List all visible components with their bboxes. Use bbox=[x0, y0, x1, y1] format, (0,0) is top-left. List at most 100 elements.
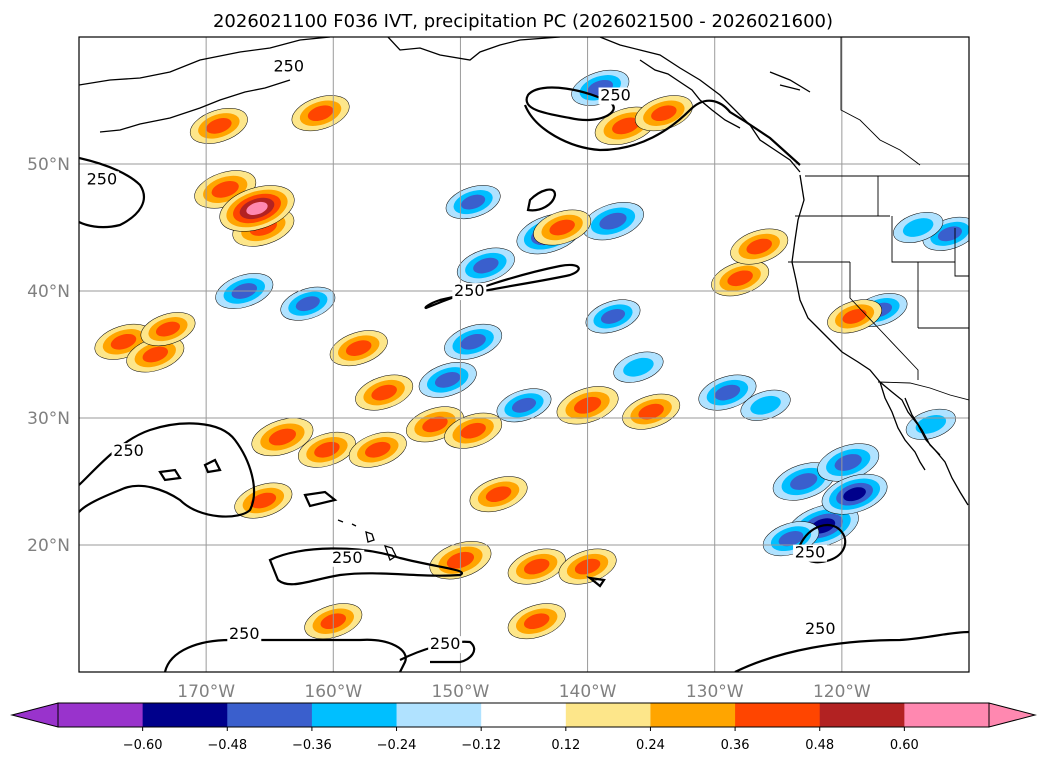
colorbar-tick-label: 0.60 bbox=[890, 738, 919, 753]
latitude-label: 40°N bbox=[27, 282, 70, 302]
ivt-contour bbox=[158, 458, 338, 508]
precip-level-pos-0.36 bbox=[523, 558, 550, 575]
precip-blob bbox=[698, 374, 757, 411]
colorbar-segment bbox=[819, 703, 905, 727]
precip-level-neg-0.36 bbox=[461, 194, 486, 210]
precip-level-pos-0.36 bbox=[727, 270, 753, 287]
coastlines bbox=[79, 37, 969, 562]
contour-label-bg bbox=[452, 283, 487, 301]
precip-level-neg-0.36 bbox=[599, 212, 627, 230]
ivt-contour-label: 250 bbox=[430, 634, 461, 653]
precip-level-neg-0.36 bbox=[714, 384, 741, 401]
colorbar-tick-label: −0.36 bbox=[292, 738, 332, 753]
ivt-contour bbox=[526, 188, 557, 212]
ivt-250-contours bbox=[79, 86, 969, 672]
precip-blob bbox=[533, 209, 592, 246]
precip-level-neg-0.24 bbox=[915, 414, 947, 434]
ivt-contour-label: 250 bbox=[454, 281, 485, 300]
colorbar-tick-label: −0.12 bbox=[461, 738, 501, 753]
precip-level-pos-0.36 bbox=[612, 117, 640, 135]
colorbar-tick-label: 0.24 bbox=[636, 738, 665, 753]
latitude-label: 30°N bbox=[27, 409, 70, 429]
precip-blob bbox=[585, 299, 641, 334]
precip-blob bbox=[613, 351, 664, 383]
precip-blob bbox=[140, 312, 196, 347]
precip-blob bbox=[893, 212, 944, 243]
ivt-contour-label: 250 bbox=[274, 56, 305, 75]
precip-blob bbox=[251, 417, 314, 457]
precip-level-neg-0.24 bbox=[623, 357, 654, 377]
colorbar-segment bbox=[142, 703, 228, 727]
alaska-canada-border bbox=[840, 37, 921, 166]
ivt-contour bbox=[523, 86, 801, 166]
ivt-contour-label: 250 bbox=[229, 624, 260, 643]
precip-level-pos-0.36 bbox=[206, 118, 232, 134]
precip-level-neg-0.36 bbox=[295, 296, 320, 312]
colorbar-segment bbox=[396, 703, 482, 727]
longitude-label: 150°W bbox=[432, 682, 490, 702]
longitude-label: 170°W bbox=[177, 682, 235, 702]
colorbar-extend-low bbox=[10, 702, 59, 728]
precip-level-pos-0.36 bbox=[345, 340, 372, 356]
precip-level-neg-0.36 bbox=[434, 372, 461, 388]
colorbar-segment bbox=[565, 703, 651, 727]
precip-blob bbox=[444, 412, 503, 449]
ivt-contour bbox=[268, 547, 463, 586]
colorbar-tick-label: 0.48 bbox=[805, 738, 834, 753]
precip-level-neg-0.48 bbox=[843, 487, 866, 502]
colorbar: −0.60 −0.48 −0.36 −0.24 −0.12 0.12 0.24 0.36 0.4… bbox=[10, 702, 1037, 753]
contour-label-bg bbox=[111, 443, 146, 461]
precip-blob bbox=[496, 388, 552, 423]
precip-blob bbox=[189, 108, 248, 144]
precip-level-pos-0.36 bbox=[523, 613, 550, 630]
ivt-contour-label: 250 bbox=[332, 548, 363, 567]
colorbar-segment bbox=[650, 703, 736, 727]
precip-level-neg-0.36 bbox=[790, 473, 818, 490]
political-borders bbox=[788, 37, 969, 401]
ivt-contour-label: 250 bbox=[795, 543, 826, 562]
contour-label-bg bbox=[598, 87, 633, 105]
ivt-contour-label: 250 bbox=[113, 441, 144, 460]
map-title: 2026021100 F036 IVT, precipitation PC (2… bbox=[213, 11, 833, 32]
alaska-coast-detail bbox=[639, 59, 811, 129]
colorbar-tick-label: −0.24 bbox=[377, 738, 417, 753]
precip-blob bbox=[469, 476, 528, 513]
precip-blob bbox=[711, 260, 770, 297]
precip-level-neg-0.36 bbox=[473, 257, 499, 274]
contour-label-bg bbox=[271, 58, 306, 76]
precip-level-neg-0.24 bbox=[902, 218, 934, 237]
longitude-tick-labels: 170°W 160°W 150°W 140°W 130°W 120°W bbox=[177, 682, 871, 702]
precip-blob bbox=[445, 185, 501, 220]
precip-level-pos-0.36 bbox=[485, 486, 512, 503]
colorbar-segment bbox=[481, 703, 567, 727]
precip-level-pos-0.36 bbox=[422, 416, 448, 433]
contour-label-bg bbox=[330, 549, 365, 567]
contour-label-bg bbox=[227, 625, 262, 643]
precip-blob bbox=[507, 603, 566, 640]
contour-label-bg bbox=[84, 171, 119, 189]
longitude-label: 120°W bbox=[813, 682, 871, 702]
precip-level-pos-0.36 bbox=[371, 384, 397, 401]
precip-level-pos-0.36 bbox=[365, 441, 391, 458]
precip-level-pos-0.36 bbox=[460, 422, 486, 439]
precip-blob bbox=[444, 323, 503, 360]
precip-blob bbox=[329, 330, 388, 367]
precip-blob bbox=[730, 228, 789, 265]
precip-level-pos-0.36 bbox=[250, 492, 277, 509]
colorbar-frame bbox=[57, 702, 990, 728]
precip-level-pos-0.36 bbox=[842, 308, 867, 324]
precip-level-pos-0.36 bbox=[110, 333, 137, 350]
precip-blob bbox=[582, 202, 644, 241]
colorbar-tick-label: 0.12 bbox=[551, 738, 580, 753]
ivt-contour bbox=[734, 630, 969, 672]
precip-blob bbox=[298, 431, 356, 468]
colorbar-extend-high bbox=[988, 702, 1037, 728]
precip-blob bbox=[905, 408, 956, 440]
precip-blob bbox=[280, 286, 336, 321]
longitude-label: 140°W bbox=[559, 682, 617, 702]
precip-level-neg-0.36 bbox=[460, 333, 486, 350]
precip-blob bbox=[348, 431, 407, 468]
precip-level-pos-0.36 bbox=[651, 105, 677, 122]
precip-blob bbox=[219, 185, 295, 232]
